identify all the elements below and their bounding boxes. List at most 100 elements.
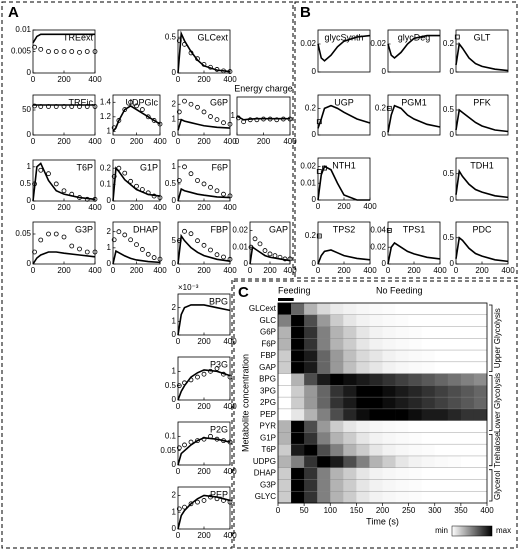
subplot-title: TDH1 (470, 160, 494, 170)
data-point (128, 99, 134, 105)
colorbar-label: max (496, 526, 511, 535)
data-point (214, 252, 220, 258)
x-tick-label: 0 (454, 266, 459, 275)
heatmap-cell (343, 420, 357, 433)
subplot-title: PEP (210, 489, 228, 499)
heatmap-cell (304, 303, 318, 316)
x-tick-label: 400 (223, 337, 237, 346)
group-bracket (489, 304, 493, 372)
heatmap-cell (304, 479, 318, 492)
heatmap-cell (473, 350, 488, 363)
heatmap-cell (408, 314, 422, 327)
heatmap-cell (369, 373, 383, 386)
heatmap-cell (278, 350, 292, 363)
data-point (188, 501, 194, 507)
heatmap-cell (421, 350, 436, 363)
data-point (182, 380, 187, 386)
data-point (208, 247, 213, 253)
x-tick-label: 200 (407, 266, 421, 275)
data-point (188, 101, 194, 107)
data-line (32, 251, 96, 265)
y-tick-label: 0 (382, 259, 387, 268)
y-tick-label: 0.5 (165, 179, 177, 188)
heatmap-cell (330, 444, 344, 457)
heatmap-cell (330, 314, 344, 327)
y-tick-label: 0.5 (165, 32, 177, 41)
data-point (386, 105, 392, 111)
data-line (317, 34, 371, 62)
feeding-bar (278, 298, 294, 301)
x-tick-label: 0 (111, 137, 116, 146)
x-tick-label: 400 (433, 266, 447, 275)
heatmap-cell (460, 420, 475, 433)
heatmap-cell (382, 397, 396, 410)
heatmap-cell (395, 361, 409, 374)
y-tick-label: 0 (450, 67, 455, 76)
data-point (116, 165, 122, 171)
data-point (235, 115, 241, 121)
heatmap-cell (304, 361, 318, 374)
x-tick-label: 200 (263, 266, 277, 275)
data-point (122, 232, 128, 238)
data-point (201, 371, 207, 377)
data-line (455, 168, 509, 199)
data-point (287, 256, 293, 262)
heatmap-cell (460, 385, 475, 398)
data-point (248, 244, 254, 250)
row-label: G3P (260, 480, 276, 489)
heatmap-cell (408, 361, 422, 374)
heatmap-cell (382, 444, 396, 457)
x-tick-label: 400 (88, 266, 102, 275)
x-tick-label: 400 (153, 266, 167, 275)
heatmap-cell (447, 432, 462, 445)
y-tick-label: 1 (172, 162, 177, 171)
y-tick-label: 0 (450, 130, 455, 139)
heatmap-cell (330, 432, 344, 445)
heatmap-cell (473, 326, 488, 339)
data-point (128, 178, 134, 184)
heatmap-cell (447, 385, 462, 398)
row-label: DHAP (254, 469, 276, 478)
heatmap-cell (395, 432, 409, 445)
subplot-title: GLCext (197, 32, 228, 42)
axes-frame (455, 157, 509, 201)
y-tick-label: 2 (107, 227, 112, 236)
data-point (69, 104, 75, 109)
data-point (188, 377, 194, 383)
x-tick-label: 0 (111, 203, 116, 212)
data-point (151, 255, 157, 260)
heatmap-cell (382, 491, 396, 504)
y-tick-label: 0 (450, 195, 455, 204)
y-tick-label: 1 (172, 507, 177, 516)
heatmap-cell (447, 467, 462, 480)
heatmap-cell (408, 397, 422, 410)
heatmap-cell (382, 455, 396, 469)
heatmap-cell (382, 350, 396, 363)
data-point (46, 49, 51, 54)
heatmap-cell (460, 408, 475, 421)
heatmap-cell (421, 420, 436, 433)
data-point (386, 227, 392, 233)
data-point (214, 366, 220, 371)
y-tick-label: 0.2 (375, 103, 387, 112)
y-tick-label: 0.2 (100, 163, 112, 172)
group-bracket (489, 375, 493, 431)
data-point (134, 183, 139, 189)
y-tick-label: 0 (172, 68, 177, 77)
y-tick-label: 0 (172, 395, 177, 404)
y-tick-label: 0.02 (232, 226, 248, 235)
heatmap-cell (317, 373, 331, 386)
x-tick-label: 200 (197, 467, 211, 476)
y-tick-label: 0 (450, 259, 455, 268)
y-tick-label: 0.02 (370, 39, 386, 48)
data-line (317, 104, 371, 129)
x-tick-label: 0 (31, 266, 36, 275)
data-point (201, 181, 207, 187)
x-tick-label: 0 (176, 402, 181, 411)
data-point (46, 231, 51, 237)
heatmap-cell (330, 350, 344, 363)
data-point (46, 171, 51, 177)
heatmap-cell (330, 408, 344, 421)
heatmap-cell (421, 408, 436, 421)
heatmap-cell (304, 314, 318, 327)
